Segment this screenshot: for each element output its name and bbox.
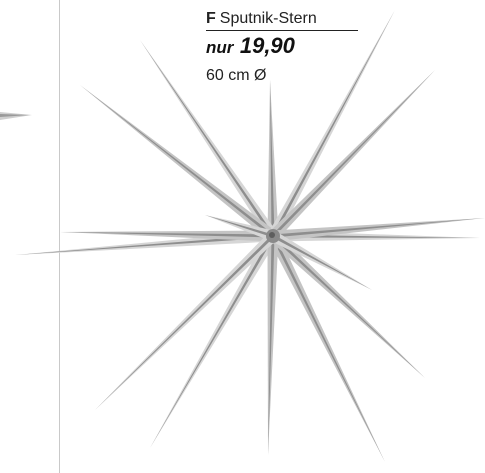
star-spike <box>205 215 275 242</box>
column-divider <box>59 0 60 473</box>
star-spike <box>150 233 278 448</box>
star-spike-ridge <box>80 85 274 238</box>
product-size: 60 cm Ø <box>206 67 267 84</box>
star-spike-ridge <box>272 218 485 238</box>
star-spike <box>272 218 485 242</box>
star-spike-ridge <box>271 10 395 237</box>
star-spike <box>267 80 279 237</box>
price: nur 19,90 <box>206 34 358 61</box>
star-spike <box>140 40 278 240</box>
star-spike-ridge <box>140 40 275 237</box>
neighbor-star-spike-icon <box>0 112 32 120</box>
product-title: F Sputnik-Stern <box>206 9 358 29</box>
star-spike <box>270 231 372 290</box>
star-spike-ridge <box>271 70 435 238</box>
star-spike-ridge <box>272 234 372 290</box>
product-name: Sputnik-Stern <box>219 10 317 27</box>
star-spike-ridge <box>205 215 274 238</box>
star-spike <box>267 235 279 455</box>
star-spike-ridge <box>150 235 275 448</box>
star-spike-ridge <box>95 234 275 410</box>
star-spike-ridge <box>60 232 274 238</box>
star-spike-ridge <box>268 235 275 455</box>
star-spike-ridge <box>271 234 425 378</box>
star-spike-ridge <box>15 234 274 255</box>
title-underline <box>206 30 358 31</box>
star-spike-ridge <box>270 80 275 237</box>
price-value: 19,90 <box>239 33 295 58</box>
product-letter: F <box>206 10 216 27</box>
price-prefix: nur <box>206 38 234 57</box>
star-spike <box>268 233 385 462</box>
star-spike-ridge <box>271 235 385 462</box>
star-spike <box>268 10 395 239</box>
product-info: F Sputnik-Stern nur 19,90 60 cm Ø <box>206 9 358 86</box>
